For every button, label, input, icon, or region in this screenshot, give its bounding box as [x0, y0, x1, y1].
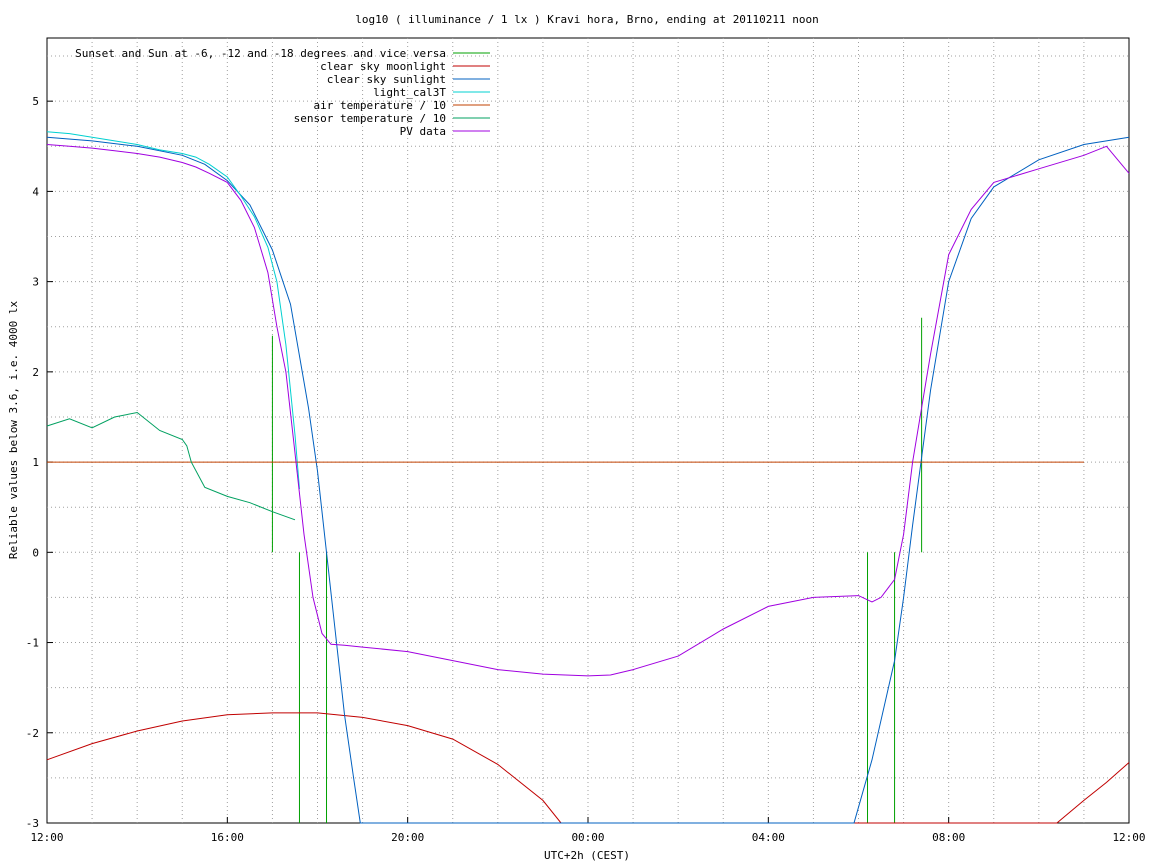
legend-label: clear sky moonlight	[320, 60, 446, 73]
legend-label: air temperature / 10	[314, 99, 446, 112]
legend-label: Sunset and Sun at -6, -12 and -18 degree…	[75, 47, 446, 60]
x-tick-label: 20:00	[391, 831, 424, 844]
grid	[47, 38, 1129, 823]
y-tick-label: 5	[32, 95, 39, 108]
chart-title: log10 ( illuminance / 1 lx ) Kravi hora,…	[355, 13, 819, 26]
y-tick-label: 0	[32, 546, 39, 559]
y-axis-label: Reliable values below 3.6, i.e. 4000 lx	[7, 300, 20, 559]
series-clear-sky-moonlight	[46, 712, 1130, 824]
series-sunset-and-sun-at-6-12-and-18-degrees-and-vice-versa	[271, 317, 923, 823]
y-tick-label: 3	[32, 276, 39, 289]
x-tick-label: 04:00	[752, 831, 785, 844]
y-axis: -3 -2 -1 0 1 2 3 4 5	[26, 95, 53, 830]
legend-label: PV data	[400, 125, 446, 138]
y-tick-label: -2	[26, 727, 39, 740]
x-tick-label: 12:00	[30, 831, 63, 844]
x-tick-label: 12:00	[1112, 831, 1145, 844]
legend: Sunset and Sun at -6, -12 and -18 degree…	[75, 47, 490, 138]
series-pv-data	[46, 144, 1130, 677]
y-tick-label: 1	[32, 456, 39, 469]
x-tick-label: 00:00	[571, 831, 604, 844]
y-tick-label: -3	[26, 817, 39, 830]
y-tick-label: 2	[32, 366, 39, 379]
legend-label: light_cal3T	[373, 86, 446, 99]
series-sensor-temperature-10	[46, 411, 296, 521]
series-clear-sky-sunlight	[46, 136, 1130, 824]
series-light-cal3t	[46, 131, 300, 490]
x-tick-label: 16:00	[211, 831, 244, 844]
series-group	[46, 131, 1130, 824]
x-axis-label: UTC+2h (CEST)	[544, 849, 630, 862]
x-tick-label: 08:00	[932, 831, 965, 844]
x-axis: 12:00 16:00 20:00 00:00 04:00 08:00 12:00	[30, 817, 1146, 844]
legend-label: clear sky sunlight	[327, 73, 446, 86]
legend-label: sensor temperature / 10	[294, 112, 446, 125]
y-tick-label: -1	[26, 637, 39, 650]
y-tick-label: 4	[32, 185, 39, 198]
